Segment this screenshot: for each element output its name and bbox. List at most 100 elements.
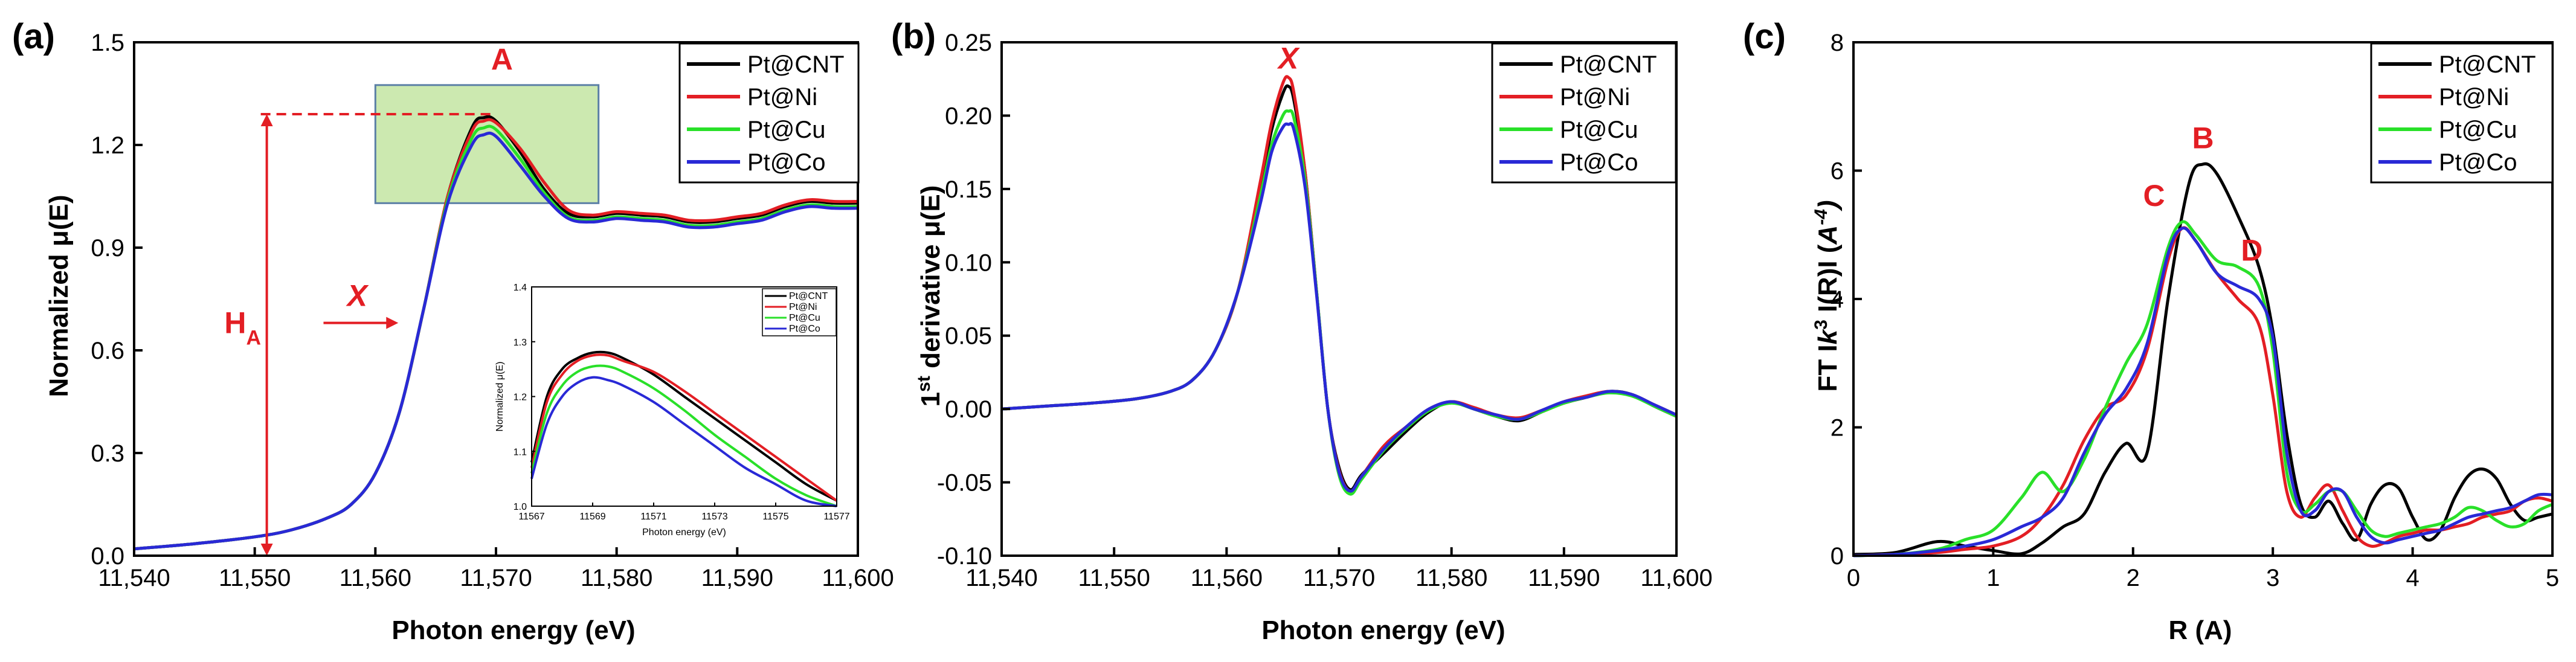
a-inset-y-tick-label: 1.2 xyxy=(514,393,527,403)
c-legend-label: Pt@Co xyxy=(2439,149,2517,176)
c-legend-label: Pt@CNT xyxy=(2439,51,2536,78)
c-y-axis-title: FT Ik3 I(R)I (A-4) xyxy=(1811,200,1843,391)
b-legend-label: Pt@CNT xyxy=(1560,51,1657,78)
a-legend-box xyxy=(678,42,860,184)
a-inset: 11567 11569 11571 11573 11575 11577 1.0 1.1 1.2 1… xyxy=(495,283,850,538)
a-inset-series-pt-co xyxy=(530,376,837,507)
a-annotation-sub: A xyxy=(246,327,261,350)
panel-a: (a) 11,540 11,550 11,560 11,570 11,580 11,590… xyxy=(12,17,894,645)
a-x-tick-label: 11,550 xyxy=(219,565,291,591)
panel-c-label: (c) xyxy=(1743,17,1786,56)
c-x-tick-label: 1 xyxy=(1986,565,2000,591)
a-inset-legend-label: Pt@Co xyxy=(789,324,820,334)
a-inset-x-title: Photon energy (eV) xyxy=(642,527,726,538)
b-y-tick-label: -0.05 xyxy=(937,470,992,496)
c-series-pt-co xyxy=(1853,227,2553,558)
b-legend-label: Pt@Cu xyxy=(1560,117,1638,143)
panel-a-label: (a) xyxy=(12,17,55,56)
a-x-tick-label: 11,590 xyxy=(701,565,773,591)
a-inset-x-tick-label: 11567 xyxy=(518,512,544,522)
c-ylabel-A: A xyxy=(1813,225,1843,245)
b-legend-box xyxy=(1491,42,1677,184)
a-inset-legend-label: Pt@Ni xyxy=(789,302,817,312)
c-x-axis-title: R (A) xyxy=(2168,615,2232,645)
b-y-tick-label: 0.05 xyxy=(945,323,992,350)
a-inset-x-tick-label: 11577 xyxy=(823,512,849,522)
a-x-arrow-head xyxy=(386,317,399,329)
c-y-tick-label: 6 xyxy=(1831,158,1844,185)
a-x-tick-label: 11,580 xyxy=(581,565,652,591)
a-inset-x-tick-label: 11569 xyxy=(579,512,605,522)
c-y-tick-label: 2 xyxy=(1831,415,1844,442)
b-x-axis-title: Photon energy (eV) xyxy=(1261,615,1505,645)
c-y-tick-label: 8 xyxy=(1831,30,1844,56)
b-y-axis-title: 1st derivative μ(E) xyxy=(914,185,946,407)
b-y-tick-label: 0.00 xyxy=(945,396,992,423)
a-inset-y-tick-label: 1.1 xyxy=(514,447,527,457)
a-legend-label: Pt@Co xyxy=(747,149,826,176)
a-inset-series-pt-cu xyxy=(530,364,837,507)
a-inset-series-pt-ni xyxy=(530,353,838,502)
b-x-tick-label: 11,560 xyxy=(1191,565,1263,591)
b-annotation: X xyxy=(1277,42,1300,76)
a-legend-label: Pt@Ni xyxy=(747,84,817,111)
c-ylabel-sup2: -4 xyxy=(1811,209,1831,225)
a-x-tick-label: 11,570 xyxy=(460,565,532,591)
b-legend-label: Pt@Co xyxy=(1560,149,1638,176)
b-legend-label: Pt@Ni xyxy=(1560,84,1630,111)
panel-b: (b) 11,540 11,550 11,560 11,570 11,580 11,590… xyxy=(891,17,1713,645)
b-series-group xyxy=(1001,75,1678,496)
a-inset-y-tick-label: 1.4 xyxy=(514,283,527,293)
b-y-tick-label: -0.10 xyxy=(937,543,992,570)
panel-b-label: (b) xyxy=(891,17,936,56)
b-y-tick-label: 0.15 xyxy=(945,176,992,203)
a-x-tick-label: 11,560 xyxy=(340,565,411,591)
a-inset-x-tick-label: 11571 xyxy=(640,512,666,522)
c-annotation: C xyxy=(2143,179,2165,213)
a-inset-series-pt-cnt xyxy=(530,350,837,502)
c-x-tick-label: 2 xyxy=(2127,565,2140,591)
a-inset-y-tick-label: 1.0 xyxy=(514,502,527,512)
c-y-tick-label: 4 xyxy=(1831,286,1844,313)
a-x-tick-label: 11,540 xyxy=(98,565,170,591)
a-legend-label: Pt@Cu xyxy=(747,117,826,143)
c-legend-label: Pt@Ni xyxy=(2439,84,2509,111)
a-height-arrow-head-top xyxy=(260,114,273,126)
a-y-tick-label: 1.2 xyxy=(91,132,124,159)
c-legend-label: Pt@Cu xyxy=(2439,117,2517,143)
a-annotation: X xyxy=(346,278,369,312)
b-x-tick-label: 11,580 xyxy=(1415,565,1487,591)
a-legend-label: Pt@CNT xyxy=(747,51,845,78)
a-inset-x-tick-label: 11575 xyxy=(762,512,788,522)
c-ylabel-prefix: FT I xyxy=(1813,344,1843,391)
b-y-tick-label: 0.20 xyxy=(945,103,992,129)
c-series-pt-ni xyxy=(1853,226,2553,558)
b-legend: Pt@CNT Pt@Ni Pt@Cu Pt@Co xyxy=(1491,42,1677,184)
c-annotation: D xyxy=(2241,233,2262,267)
b-ylabel-rest: derivative μ(E) xyxy=(916,185,945,376)
b-x-tick-label: 11,550 xyxy=(1078,565,1150,591)
b-y-tick-label: 0.10 xyxy=(945,249,992,276)
a-y-tick-label: 1.5 xyxy=(91,30,124,56)
c-legend: Pt@CNT Pt@Ni Pt@Cu Pt@Co xyxy=(2370,42,2554,184)
b-ylabel-sup: st xyxy=(914,376,934,392)
c-x-tick-label: 0 xyxy=(1847,565,1860,591)
b-y-tick-label: 0.25 xyxy=(945,30,992,56)
a-inset-legend-label: Pt@Cu xyxy=(789,313,820,323)
c-x-tick-label: 3 xyxy=(2266,565,2279,591)
a-y-tick-label: 0.6 xyxy=(91,338,124,364)
b-x-tick-label: 11,570 xyxy=(1303,565,1375,591)
b-x-tick-label: 11,540 xyxy=(965,565,1037,591)
a-annotation: A xyxy=(491,42,513,76)
b-x-tick-label: 11,590 xyxy=(1528,565,1600,591)
c-annotation: B xyxy=(2192,121,2214,155)
a-y-tick-label: 0.3 xyxy=(91,440,124,467)
c-x-tick-label: 5 xyxy=(2546,565,2559,591)
c-ylabel-k: k xyxy=(1813,328,1843,344)
a-series-group xyxy=(134,115,858,551)
a-series-pt-co xyxy=(134,131,858,551)
c-ylabel-sup: 3 xyxy=(1811,320,1831,330)
b-series-pt-co xyxy=(1001,121,1678,493)
